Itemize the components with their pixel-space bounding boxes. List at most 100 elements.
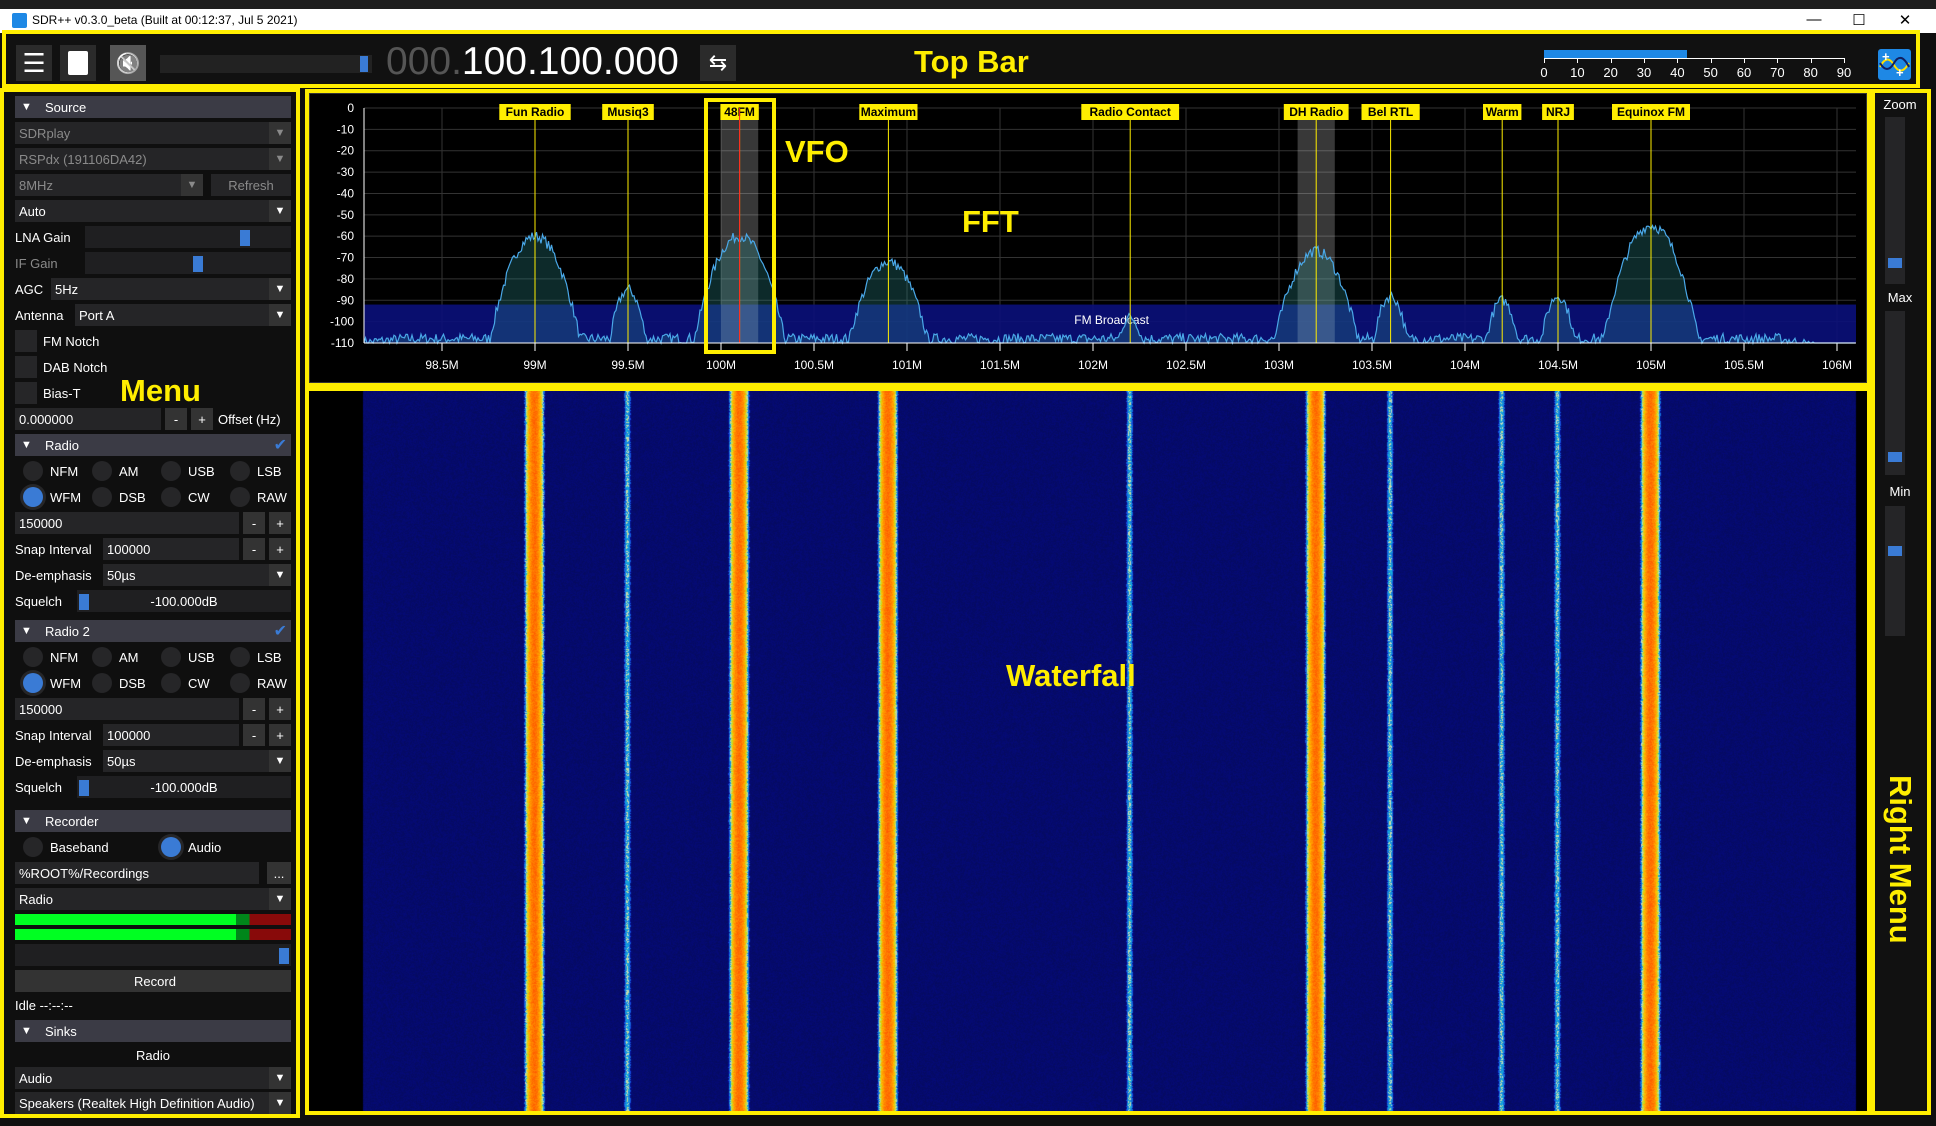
radio-circle[interactable]: [230, 673, 250, 693]
recorder-volume-slider[interactable]: [15, 944, 291, 966]
source-section-header[interactable]: ▼ Source: [15, 96, 291, 118]
slider-handle[interactable]: [1888, 546, 1902, 556]
bias-t-checkbox[interactable]: Bias-T: [15, 382, 291, 404]
fft-min-slider[interactable]: [1885, 506, 1905, 636]
station-label-box[interactable]: [602, 104, 654, 120]
mode-radio-cw[interactable]: CW: [153, 673, 222, 693]
radio-circle[interactable]: [23, 673, 43, 693]
station-label[interactable]: Equinox FM: [1617, 105, 1685, 119]
bandwidth-input[interactable]: 150000: [15, 512, 239, 534]
zoom-slider[interactable]: [1885, 117, 1905, 284]
fft-plot[interactable]: 0 -10 -20 -30 -40 -50 -60 -70 -80 -90 -100 -110 98.5…: [310, 94, 1868, 384]
station-label-box[interactable]: [859, 104, 918, 120]
record-button[interactable]: Record: [15, 970, 291, 992]
radio-circle[interactable]: [23, 837, 43, 857]
frequency-digits[interactable]: 100.100.000: [461, 40, 679, 83]
device-select[interactable]: RSPdx (191106DA42) ▼: [15, 148, 291, 170]
fft-max-slider[interactable]: [1885, 311, 1905, 475]
lna-gain-slider[interactable]: [85, 226, 291, 248]
recorder-section-header[interactable]: ▼ Recorder: [15, 810, 291, 832]
dab-notch-checkbox[interactable]: DAB Notch: [15, 356, 291, 378]
slider-handle[interactable]: [279, 948, 289, 964]
mode-radio-nfm[interactable]: NFM: [15, 647, 84, 667]
gain-mode-select[interactable]: Auto ▼: [15, 200, 291, 222]
checkbox[interactable]: [15, 356, 37, 378]
mute-button[interactable]: 🔇: [110, 45, 146, 81]
mode-radio-lsb[interactable]: LSB: [222, 461, 291, 481]
slider-handle[interactable]: [1888, 258, 1902, 268]
if-gain-slider[interactable]: [85, 252, 291, 274]
radio-section-header[interactable]: ▼ Radio 2 ✔: [15, 620, 291, 642]
radio-circle[interactable]: [92, 461, 112, 481]
squelch-slider[interactable]: -100.000dB: [77, 590, 291, 612]
bandwidth-plus-button[interactable]: +: [269, 512, 291, 534]
fm-notch-checkbox[interactable]: FM Notch: [15, 330, 291, 352]
radio-circle[interactable]: [92, 647, 112, 667]
mode-radio-raw[interactable]: RAW: [222, 673, 291, 693]
agc-select[interactable]: 5Hz ▼: [51, 278, 291, 300]
station-label[interactable]: Radio Contact: [1090, 105, 1171, 119]
mode-radio-am[interactable]: AM: [84, 461, 153, 481]
snap-minus-button[interactable]: -: [243, 724, 265, 746]
maximize-button[interactable]: ☐: [1852, 12, 1866, 29]
radio-circle[interactable]: [161, 487, 181, 507]
mode-radio-am[interactable]: AM: [84, 647, 153, 667]
enabled-checkmark-icon[interactable]: ✔: [273, 437, 287, 454]
stop-button[interactable]: [60, 45, 96, 81]
mode-radio-nfm[interactable]: NFM: [15, 461, 84, 481]
sinks-section-header[interactable]: ▼ Sinks: [15, 1020, 291, 1042]
station-label-box[interactable]: [499, 104, 571, 120]
refresh-button[interactable]: Refresh: [211, 174, 291, 196]
deemphasis-select[interactable]: 50µs ▼: [103, 750, 291, 772]
snap-minus-button[interactable]: -: [243, 538, 265, 560]
squelch-slider[interactable]: -100.000dB: [77, 776, 291, 798]
frequency-display[interactable]: 000.100.100.000: [386, 40, 679, 84]
station-label-box[interactable]: [1483, 104, 1522, 120]
recording-path-input[interactable]: %ROOT%/Recordings: [15, 862, 259, 884]
station-label-box[interactable]: [1081, 104, 1180, 120]
sink-type-select[interactable]: Audio ▼: [15, 1067, 291, 1089]
minimize-button[interactable]: —: [1806, 11, 1822, 28]
snap-plus-button[interactable]: +: [269, 538, 291, 560]
mode-radio-raw[interactable]: RAW: [222, 487, 291, 507]
audio-radio[interactable]: Audio: [153, 837, 291, 857]
radio-circle[interactable]: [161, 461, 181, 481]
snap-interval-input[interactable]: 100000: [103, 538, 239, 560]
station-label[interactable]: NRJ: [1546, 105, 1570, 119]
mode-radio-dsb[interactable]: DSB: [84, 673, 153, 693]
offset-minus-button[interactable]: -: [165, 408, 187, 430]
offset-input[interactable]: 0.000000: [15, 408, 161, 430]
recorder-stream-select[interactable]: Radio ▼: [15, 888, 291, 910]
station-label-box[interactable]: [1612, 104, 1690, 120]
snap-interval-input[interactable]: 100000: [103, 724, 239, 746]
close-button[interactable]: ✕: [1898, 12, 1912, 29]
station-label-box[interactable]: [1542, 104, 1574, 120]
mode-radio-wfm[interactable]: WFM: [15, 487, 84, 507]
station-label[interactable]: Warm: [1486, 105, 1519, 119]
frequency-leading-digits[interactable]: 000.: [386, 40, 462, 83]
station-label[interactable]: Musiq3: [607, 105, 649, 119]
mode-radio-lsb[interactable]: LSB: [222, 647, 291, 667]
radio-circle[interactable]: [23, 647, 43, 667]
slider-handle[interactable]: [79, 594, 89, 610]
radio-circle[interactable]: [230, 487, 250, 507]
mode-radio-dsb[interactable]: DSB: [84, 487, 153, 507]
radio-circle[interactable]: [161, 647, 181, 667]
volume-handle[interactable]: [360, 56, 368, 72]
mode-radio-usb[interactable]: USB: [153, 461, 222, 481]
radio-circle[interactable]: [230, 647, 250, 667]
waterfall-panel[interactable]: [309, 391, 1867, 1111]
checkbox[interactable]: [15, 330, 37, 352]
checkbox[interactable]: [15, 382, 37, 404]
bandwidth-input[interactable]: 150000: [15, 698, 239, 720]
radio-circle-selected[interactable]: [161, 837, 181, 857]
sink-device-select[interactable]: Speakers (Realtek High Definition Audio)…: [15, 1092, 291, 1114]
enabled-checkmark-icon[interactable]: ✔: [273, 623, 287, 640]
radio-circle[interactable]: [23, 487, 43, 507]
station-label-box[interactable]: [1361, 104, 1420, 120]
slider-handle[interactable]: [239, 230, 250, 246]
slider-handle[interactable]: [192, 256, 203, 272]
bandwidth-minus-button[interactable]: -: [243, 512, 265, 534]
station-label[interactable]: Maximum: [861, 105, 916, 119]
mode-radio-usb[interactable]: USB: [153, 647, 222, 667]
